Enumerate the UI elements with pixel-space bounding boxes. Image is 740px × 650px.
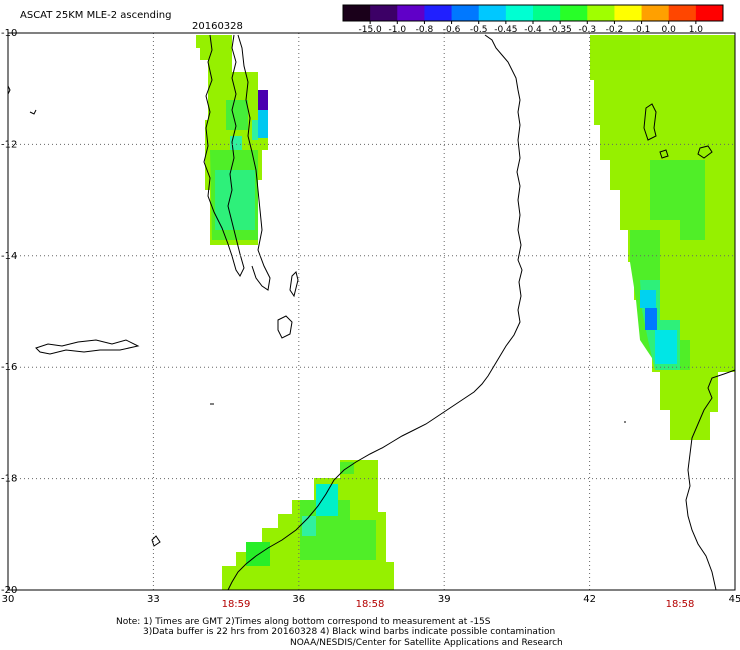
note-line-2: 3)Data buffer is 22 hrs from 20160328 4)… [143,627,556,637]
colorbar-label: -0.6 [443,25,461,35]
time-label: 18:58 [356,599,385,610]
coastlines [7,34,736,591]
latitude-labels: -10 -12 -14 -16 -18 -20 [1,28,17,596]
colorbar-label: -0.1 [633,25,651,35]
colorbar-swatch [424,5,453,21]
lat-label: -18 [1,474,17,485]
colorbar-swatch [695,5,724,21]
colorbar-swatch [505,5,534,21]
lon-label: 42 [583,594,596,605]
colorbar-label: -0.5 [470,25,488,35]
time-label: 18:59 [222,599,251,610]
lat-label: -10 [1,28,17,39]
lat-label: -12 [1,139,17,150]
map-date: 20160328 [192,21,243,32]
lon-label: 39 [438,594,451,605]
grid-lines [8,33,735,590]
colorbar-label: -0.2 [606,25,624,35]
colorbar-swatch [668,5,697,21]
colorbar-label: -0.4 [524,25,542,35]
map-title: ASCAT 25KM MLE-2 ascending [20,10,172,21]
note-line-1: Note: 1) Times are GMT 2)Times along bot… [116,617,491,627]
lat-label: -14 [1,251,17,262]
colorbar-label: 0.0 [662,25,677,35]
colorbar-label: -1.0 [389,25,407,35]
lon-label: 45 [729,594,740,605]
colorbar-swatch [641,5,670,21]
colorbar-swatch [370,5,398,21]
lon-label: 36 [292,594,305,605]
colorbar-swatch [587,5,615,21]
colorbar: -15.0 -1.0 -0.8 -0.6 -0.5 -0.45 -0.4 -0.35 -0.3-… [342,4,724,35]
colorbar-label: -0.35 [548,25,571,35]
colorbar-swatch [478,5,507,21]
colorbar-swatch [560,5,588,21]
swath-c [590,35,735,440]
colorbar-label: 1.0 [689,25,704,35]
colorbar-swatch [451,5,480,21]
plot-frame [7,32,736,591]
note-line-3: NOAA/NESDIS/Center for Satellite Applica… [290,638,563,648]
data-swaths [196,35,735,590]
time-label: 18:58 [666,599,695,610]
colorbar-swatch [343,5,371,21]
colorbar-label: -0.45 [494,25,517,35]
colorbar-swatch [533,5,561,21]
lat-label: -16 [1,362,17,373]
lon-label: 33 [147,594,160,605]
colorbar-label: -15.0 [358,25,382,35]
colorbar-swatch [397,5,425,21]
colorbar-label: -0.3 [579,25,597,35]
lat-label: -20 [1,585,17,596]
swath-b [222,460,394,590]
lon-label: 30 [2,594,15,605]
longitude-labels: 30 33 36 39 42 45 [2,594,740,605]
colorbar-swatch [614,5,643,21]
colorbar-label: -0.8 [416,25,434,35]
time-labels: 18:59 18:58 18:58 [222,599,695,610]
